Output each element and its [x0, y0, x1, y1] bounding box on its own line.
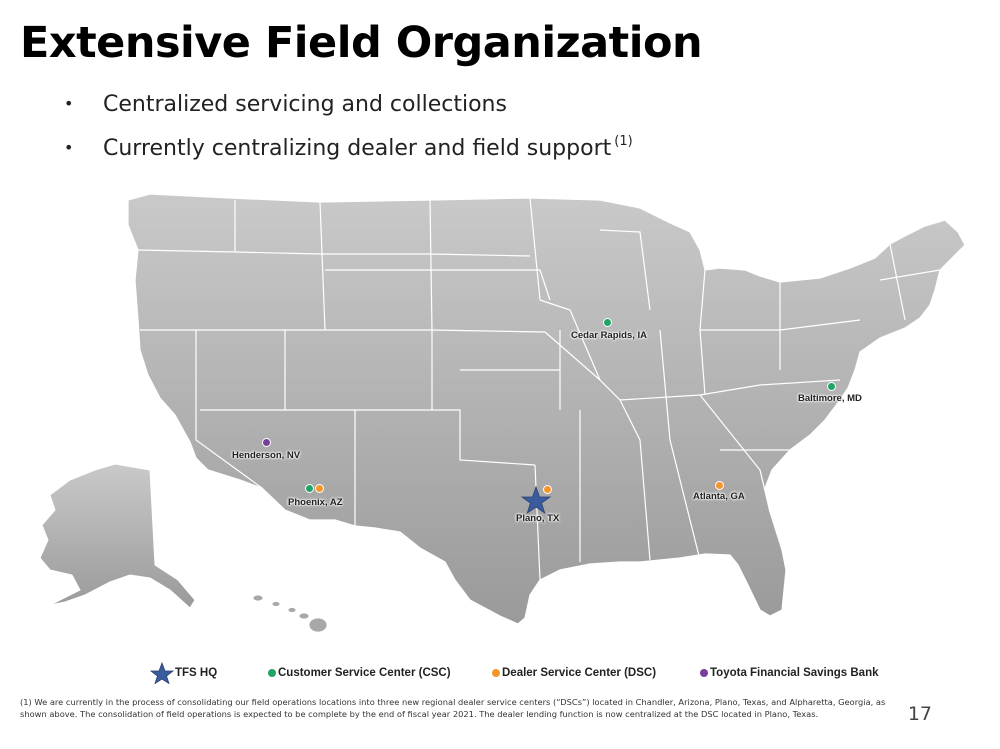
location-label-henderson: Henderson, NV: [232, 450, 301, 461]
hq-star-icon: [150, 662, 174, 684]
footnote-ref: (1): [614, 134, 633, 149]
location-label-atlanta: Atlanta, GA: [693, 491, 745, 502]
alaska-shape: [39, 463, 196, 609]
page-number: 17: [907, 703, 932, 725]
atlanta-dsc-marker: [715, 481, 724, 490]
plano-dsc-marker: [543, 485, 552, 494]
location-label-plano: Plano, TX: [516, 513, 560, 524]
csc-dot-icon: [268, 669, 276, 677]
us-map: Cedar Rapids, IA Baltimore, MD Henderson…: [0, 170, 1000, 650]
bullet-item: • Centralized servicing and collections: [62, 92, 633, 136]
contiguous-us-shape: [127, 193, 966, 625]
hq-star-icon: [520, 485, 552, 514]
location-label-baltimore: Baltimore, MD: [798, 393, 862, 404]
slide-title: Extensive Field Organization: [20, 18, 703, 68]
bullet-list: • Centralized servicing and collections …: [62, 92, 633, 180]
legend-item-dsc: Dealer Service Center (DSC): [492, 667, 656, 679]
bullet-glyph: •: [64, 94, 74, 113]
phoenix-csc-marker: [305, 484, 314, 493]
baltimore-csc-marker: [827, 382, 836, 391]
dsc-dot-icon: [492, 669, 500, 677]
legend-item-hq: TFS HQ: [150, 662, 217, 684]
legend-label-hq: TFS HQ: [175, 667, 218, 679]
us-map-graphic: [39, 193, 966, 633]
hawaii-shape: [252, 594, 328, 633]
bullet-item: • Currently centralizing dealer and fiel…: [62, 134, 633, 180]
legend-item-savings: Toyota Financial Savings Bank: [700, 667, 879, 679]
location-label-cedar-rapids: Cedar Rapids, IA: [571, 330, 648, 341]
footnote: (1) We are currently in the process of c…: [20, 697, 886, 719]
phoenix-dsc-marker: [315, 484, 324, 493]
legend-item-csc: Customer Service Center (CSC): [268, 667, 451, 679]
map-legend: TFS HQ Customer Service Center (CSC) Dea…: [150, 662, 910, 686]
bullet-glyph: •: [64, 138, 74, 157]
savings-dot-icon: [700, 669, 708, 677]
bullet-text: Centralized servicing and collections: [103, 92, 507, 117]
location-label-phoenix: Phoenix, AZ: [288, 497, 343, 508]
bullet-text: Currently centralizing dealer and field …: [103, 136, 612, 161]
legend-label-dsc: Dealer Service Center (DSC): [502, 667, 657, 679]
legend-label-savings: Toyota Financial Savings Bank: [710, 667, 879, 679]
legend-label-csc: Customer Service Center (CSC): [278, 667, 451, 679]
cedar-rapids-csc-marker: [603, 318, 612, 327]
state-borders: [137, 197, 941, 581]
henderson-savings-marker: [262, 438, 271, 447]
